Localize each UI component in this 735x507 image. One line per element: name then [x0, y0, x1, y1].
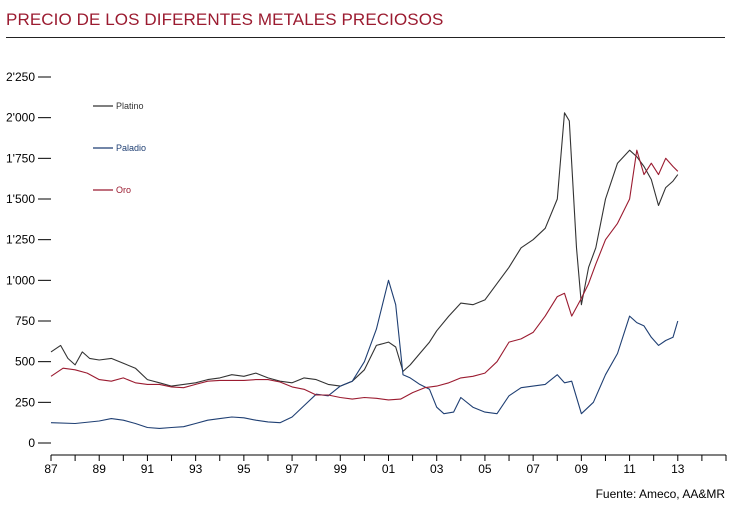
source-note: Fuente: Ameco, AA&MR — [595, 487, 725, 501]
series-line-paladio — [50, 279, 679, 429]
title-divider — [6, 37, 725, 38]
y-tick-label: 2'250 — [6, 70, 35, 84]
y-tick-label: 1'750 — [6, 151, 35, 165]
y-tick-label: 1'250 — [6, 233, 35, 247]
y-tick-label: 500 — [15, 355, 35, 369]
y-tick-label: 750 — [15, 314, 35, 328]
x-tick-label: 03 — [430, 462, 444, 476]
x-tick-label: 05 — [478, 462, 492, 476]
y-tick-label: 250 — [15, 395, 35, 409]
x-tick-label: 87 — [44, 462, 58, 476]
x-tick-label: 09 — [575, 462, 589, 476]
legend-label-paladio: Paladio — [116, 143, 146, 153]
y-tick-label: 2'000 — [6, 111, 35, 125]
legend-label-platino: Platino — [116, 101, 144, 111]
x-tick-label: 13 — [671, 462, 685, 476]
x-tick-label: 95 — [237, 462, 251, 476]
x-tick-label: 07 — [526, 462, 540, 476]
x-tick-label: 99 — [334, 462, 348, 476]
x-tick-label: 11 — [623, 462, 636, 476]
y-tick-label: 1'500 — [6, 192, 35, 206]
x-tick-label: 01 — [382, 462, 396, 476]
series-line-platino — [50, 112, 679, 387]
series-line-oro — [50, 149, 679, 401]
x-tick-label: 89 — [93, 462, 107, 476]
legend-label-oro: Oro — [116, 185, 131, 195]
y-tick-label: 1'000 — [6, 273, 35, 287]
y-tick-label: 0 — [28, 436, 35, 450]
x-tick-label: 97 — [285, 462, 299, 476]
chart-title: PRECIO DE LOS DIFERENTES METALES PRECIOS… — [6, 10, 444, 29]
x-tick-label: 91 — [141, 462, 155, 476]
chart-legend: Platino Paladio Oro — [93, 101, 146, 195]
chart-axes: 0 250 500 750 1'000 1'250 1'500 1'750 2'000 2'250… — [6, 70, 727, 476]
x-tick-label: 93 — [189, 462, 203, 476]
chart-series — [50, 112, 679, 429]
